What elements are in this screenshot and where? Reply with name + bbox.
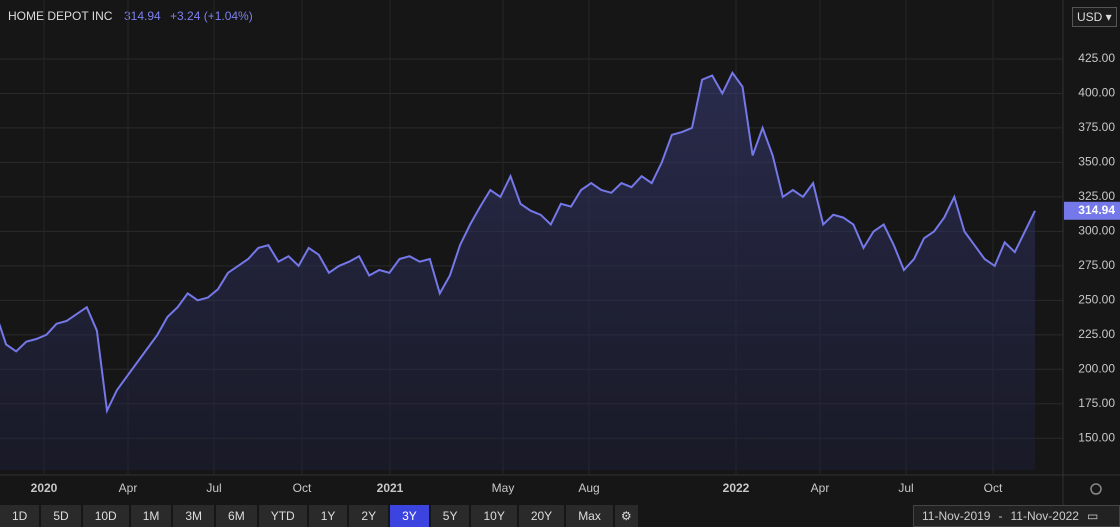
x-tick-label: Jul — [898, 481, 913, 495]
range-button[interactable]: YTD — [258, 505, 307, 527]
ticker-name: HOME DEPOT INC — [8, 9, 113, 23]
currency: USD — [1077, 10, 1103, 24]
last-price-badge — [1064, 201, 1120, 220]
settings-icon[interactable] — [1090, 483, 1102, 495]
y-tick-label: 325.00 — [1078, 189, 1115, 203]
range-button[interactable]: 5Y — [430, 505, 470, 527]
date-to: 11-Nov-2022 — [1010, 509, 1079, 523]
last-price-label: 314.94 — [1078, 203, 1115, 217]
range-button[interactable]: 10Y — [471, 505, 517, 527]
range-button[interactable]: 2Y — [349, 505, 389, 527]
range-button[interactable]: 10D — [82, 505, 129, 527]
settings-button[interactable]: ⚙ — [614, 505, 638, 527]
range-button[interactable]: 1M — [130, 505, 172, 527]
range-button[interactable]: 3M — [173, 505, 215, 527]
y-tick-label: 150.00 — [1078, 430, 1115, 444]
y-tick-label: 275.00 — [1078, 258, 1115, 272]
date-range[interactable]: 11-Nov-2019-11-Nov-2022 ▭ — [913, 505, 1120, 527]
x-tick-label: 2021 — [377, 481, 404, 495]
x-tick-label: Oct — [293, 481, 312, 495]
range-button[interactable]: 3Y — [390, 505, 429, 527]
y-tick-label: 425.00 — [1078, 51, 1115, 65]
chart: HOME DEPOT INC 314.94 +3.24 (+1.04%) 150… — [0, 0, 1120, 505]
range-button[interactable]: 1D — [0, 505, 40, 527]
range-button[interactable]: 20Y — [518, 505, 565, 527]
calendar-icon: ▭ — [1086, 509, 1099, 523]
y-tick-label: 200.00 — [1078, 361, 1115, 375]
x-tick-label: Jul — [206, 481, 221, 495]
y-tick-label: 225.00 — [1078, 327, 1115, 341]
currency-select[interactable]: USD ▾ — [1072, 7, 1117, 27]
price-line — [0, 70, 1036, 415]
date-sep: - — [998, 509, 1003, 523]
range-button[interactable]: Max — [566, 505, 613, 527]
x-tick-label: Apr — [119, 481, 138, 495]
x-tick-label: 2022 — [723, 481, 750, 495]
y-tick-label: 300.00 — [1078, 224, 1115, 238]
range-button[interactable]: 1Y — [308, 505, 348, 527]
x-tick-label: Apr — [811, 481, 830, 495]
y-tick-label: 400.00 — [1078, 86, 1115, 100]
range-bar: 1D 5D 10D 1M 3M 6M YTD 1Y 2Y 3Y 5Y 10Y 20Y Max ⚙ — [0, 505, 638, 527]
x-tick-label: May — [492, 481, 515, 495]
x-tick-label: 2020 — [31, 481, 58, 495]
range-button[interactable]: 6M — [216, 505, 257, 527]
x-tick-label: Aug — [578, 481, 599, 495]
price-change: +3.24 (+1.04%) — [170, 9, 253, 23]
y-tick-label: 350.00 — [1078, 155, 1115, 169]
range-button[interactable]: 5D — [41, 505, 81, 527]
last-price: 314.94 — [124, 9, 161, 23]
x-tick-label: Oct — [984, 481, 1003, 495]
y-tick-label: 175.00 — [1078, 396, 1115, 410]
date-from: 11-Nov-2019 — [922, 509, 991, 523]
y-tick-label: 250.00 — [1078, 293, 1115, 307]
area — [0, 72, 1035, 470]
y-tick-label: 375.00 — [1078, 120, 1115, 134]
